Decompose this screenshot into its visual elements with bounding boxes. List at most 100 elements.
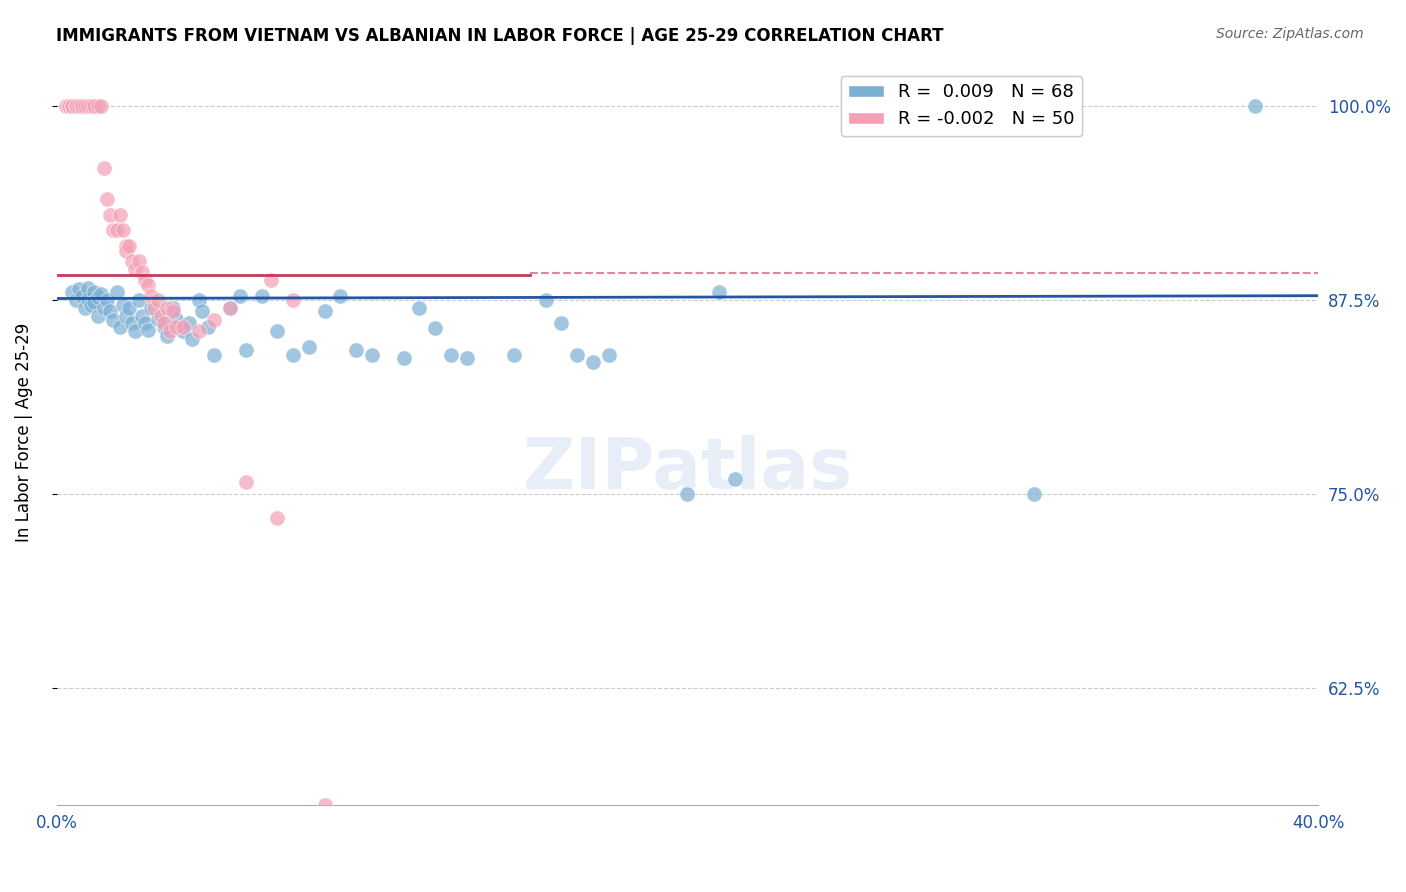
Legend: R =  0.009   N = 68, R = -0.002   N = 50: R = 0.009 N = 68, R = -0.002 N = 50 [841,76,1083,136]
Point [187,324,209,338]
Point [70,99,93,113]
Point [177,317,200,331]
Point [598,347,620,361]
Point [70,99,93,113]
Point [90,99,112,113]
Point [134,273,156,287]
Point [1244,99,1267,113]
Point [235,475,257,489]
Point [676,487,699,501]
Point [181,332,204,346]
Point [121,317,143,331]
Point [60,99,83,113]
Point [105,223,128,237]
Point [162,301,184,315]
Point [108,319,131,334]
Point [187,293,209,308]
Text: ZIPatlas: ZIPatlas [523,435,852,504]
Point [361,347,384,361]
Point [83,99,105,113]
Point [60,99,83,113]
Point [408,301,430,315]
Point [219,301,242,315]
Point [202,313,225,327]
Point [136,323,159,337]
Point [166,311,188,326]
Point [162,304,184,318]
Point [65,99,87,113]
Point [115,239,138,253]
Point [131,309,153,323]
Point [146,293,169,308]
Point [86,309,108,323]
Point [283,293,305,308]
Point [440,347,463,361]
Point [1024,487,1046,501]
Point [228,288,250,302]
Point [73,99,96,113]
Point [118,239,141,253]
Point [83,285,105,300]
Point [266,324,288,338]
Point [156,301,179,315]
Point [534,293,557,308]
Point [70,288,93,302]
Point [77,292,100,306]
Point [60,285,83,300]
Point [298,340,321,354]
Point [83,294,105,309]
Point [314,304,336,318]
Point [136,277,159,292]
Point [166,319,188,334]
Point [423,321,446,335]
Point [582,355,605,369]
Point [235,343,257,357]
Point [65,99,87,113]
Point [156,329,179,343]
Point [86,290,108,304]
Point [121,254,143,268]
Point [111,223,134,237]
Point [98,304,121,318]
Point [98,208,121,222]
Point [202,347,225,361]
Point [80,99,103,113]
Point [111,298,134,312]
Point [73,301,96,315]
Point [550,317,572,331]
Point [172,319,194,334]
Point [314,797,336,812]
Point [128,254,150,268]
Point [329,288,352,302]
Point [77,281,100,295]
Point [67,99,90,113]
Point [172,324,194,338]
Point [153,317,176,331]
Point [58,99,80,113]
Point [105,285,128,300]
Point [141,288,163,302]
Point [83,99,105,113]
Point [115,244,138,258]
Point [103,223,125,237]
Point [90,287,112,301]
Point [67,282,90,296]
Text: IMMIGRANTS FROM VIETNAM VS ALBANIAN IN LABOR FORCE | AGE 25-29 CORRELATION CHART: IMMIGRANTS FROM VIETNAM VS ALBANIAN IN L… [56,27,943,45]
Point [159,324,181,338]
Point [108,208,131,222]
Point [392,351,415,365]
Text: Source: ZipAtlas.com: Source: ZipAtlas.com [1216,27,1364,41]
Point [260,273,283,287]
Point [565,347,588,361]
Point [65,293,87,308]
Point [724,472,747,486]
Point [93,301,115,315]
Point [344,343,367,357]
Point [190,304,212,318]
Point [93,161,115,176]
Point [103,313,125,327]
Point [707,285,730,300]
Point [77,99,100,113]
Point [143,301,166,315]
Point [197,319,219,334]
